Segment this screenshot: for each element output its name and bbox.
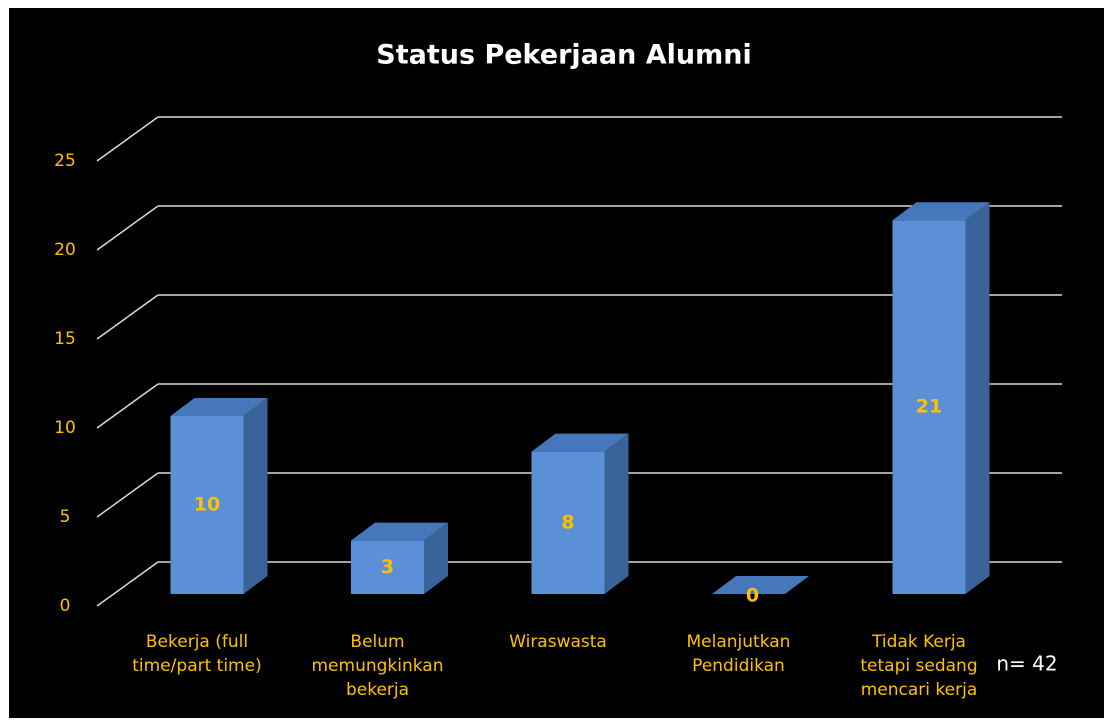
chart-title: Status Pekerjaan Alumni (376, 40, 751, 71)
data-label: 21 (916, 396, 942, 418)
grid-line (96, 383, 159, 429)
bar-side (965, 202, 990, 594)
x-tick-label: Tidak Kerja tetapi sedang mencari kerja (860, 632, 977, 700)
grid-line (96, 205, 159, 251)
bar (531, 451, 605, 594)
x-tick-label: Bekerja (full time/part time) (132, 632, 261, 676)
bar (351, 540, 424, 594)
y-tick-label: 20 (54, 240, 76, 260)
x-tick-label: Wiraswasta (509, 632, 607, 652)
y-tick-label: 0 (60, 596, 71, 616)
grid-line (96, 561, 159, 607)
bar-top (351, 522, 448, 541)
bar-side (424, 522, 448, 594)
bar-side (243, 398, 268, 594)
annotation: n= 42 (996, 652, 1057, 676)
data-label: 0 (746, 585, 759, 607)
bar-top (712, 576, 809, 594)
grid-line (96, 294, 159, 340)
y-tick-label: 10 (54, 418, 76, 438)
x-tick-label: Melanjutkan Pendidikan (687, 632, 791, 676)
data-label: 8 (561, 511, 574, 533)
y-tick-label: 25 (54, 151, 76, 171)
data-label: 10 (194, 494, 220, 516)
data-label: 3 (381, 556, 394, 578)
bar-top (170, 398, 268, 416)
grid-line (96, 472, 159, 518)
y-tick-label: 5 (60, 507, 71, 527)
bar-side (604, 433, 629, 594)
y-tick-label: 15 (54, 329, 76, 349)
bar-top (531, 433, 629, 452)
bar (170, 416, 244, 594)
bar (892, 220, 966, 594)
bar-top (892, 202, 990, 221)
x-tick-label: Belum memungkinkan bekerja (312, 632, 444, 700)
grid-line (96, 116, 159, 162)
